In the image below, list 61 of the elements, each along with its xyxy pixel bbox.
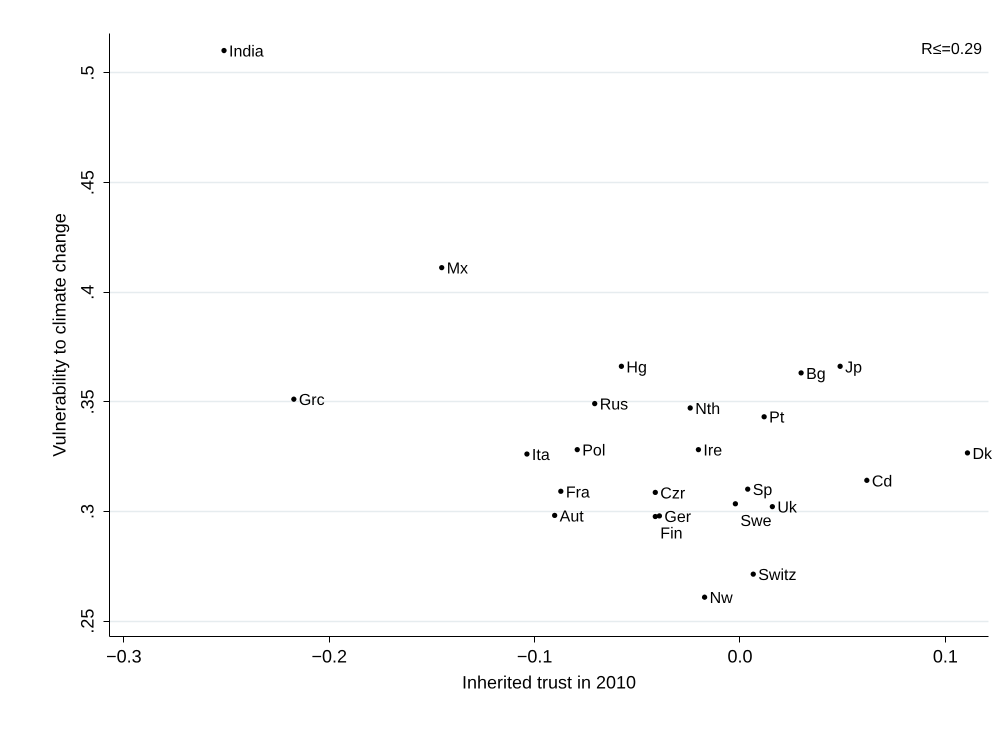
series-label: Ita (532, 447, 550, 464)
series-label: Nth (695, 400, 720, 418)
x-axis-title: Inherited trust in 2010 (462, 672, 636, 692)
series-label: Cd (872, 473, 892, 490)
point (618, 364, 624, 369)
point (592, 400, 598, 406)
point (732, 501, 738, 506)
x-tick-label: −0.2 (311, 646, 348, 666)
series-label: Swe (740, 512, 772, 530)
x-tick-label: −0.1 (516, 646, 552, 666)
series-label: Ire (703, 442, 722, 460)
point (745, 486, 750, 492)
series-label: Fra (566, 484, 590, 502)
point (291, 396, 296, 402)
point (761, 414, 767, 420)
point (770, 504, 776, 510)
series-label: Bg (806, 366, 826, 383)
y-axis-title: Vulnerability to climate change (50, 213, 70, 457)
x-tick-label: −0.3 (106, 646, 142, 666)
y-tick-label: .3 (78, 504, 98, 520)
y-tick-label: .5 (78, 65, 98, 80)
x-tick-label: 0.0 (727, 646, 753, 666)
series-label: Sp (752, 482, 772, 500)
x-tick-label: 0.1 (932, 646, 958, 666)
annotation: R≤=0.29 (921, 41, 982, 58)
series-label: Czr (660, 485, 686, 502)
series-label: Jp (845, 359, 862, 376)
point (837, 364, 843, 369)
point (688, 405, 693, 411)
series-label: India (229, 44, 264, 61)
y-tick-label: .35 (78, 389, 98, 414)
point (750, 572, 756, 577)
series-label: Mx (446, 260, 468, 278)
point (652, 490, 658, 496)
series-label: Grc (298, 392, 325, 410)
series-label: Dk (972, 446, 994, 463)
point (696, 446, 702, 452)
point (702, 594, 708, 600)
series-label: Switz (758, 567, 796, 584)
series-label: Nw (710, 590, 734, 608)
point (652, 514, 658, 520)
y-tick-label: .25 (78, 608, 98, 634)
point (524, 451, 530, 457)
series-label: Pol (582, 442, 606, 460)
series-label: Hg (626, 359, 647, 376)
series-label: Ger (664, 508, 692, 526)
series-label: Uk (777, 500, 798, 517)
point (552, 512, 558, 518)
point (221, 48, 227, 54)
point (964, 450, 970, 456)
series-label: Fin (660, 525, 683, 542)
point (439, 264, 444, 270)
y-tick-label: .45 (78, 170, 98, 196)
series-label: Pt (769, 410, 785, 427)
point (798, 370, 804, 376)
point (574, 446, 580, 452)
point (864, 478, 870, 483)
series-label: Aut (560, 508, 584, 526)
y-tick-label: .4 (78, 284, 98, 300)
point (558, 488, 564, 494)
series-label: Rus (600, 396, 628, 414)
